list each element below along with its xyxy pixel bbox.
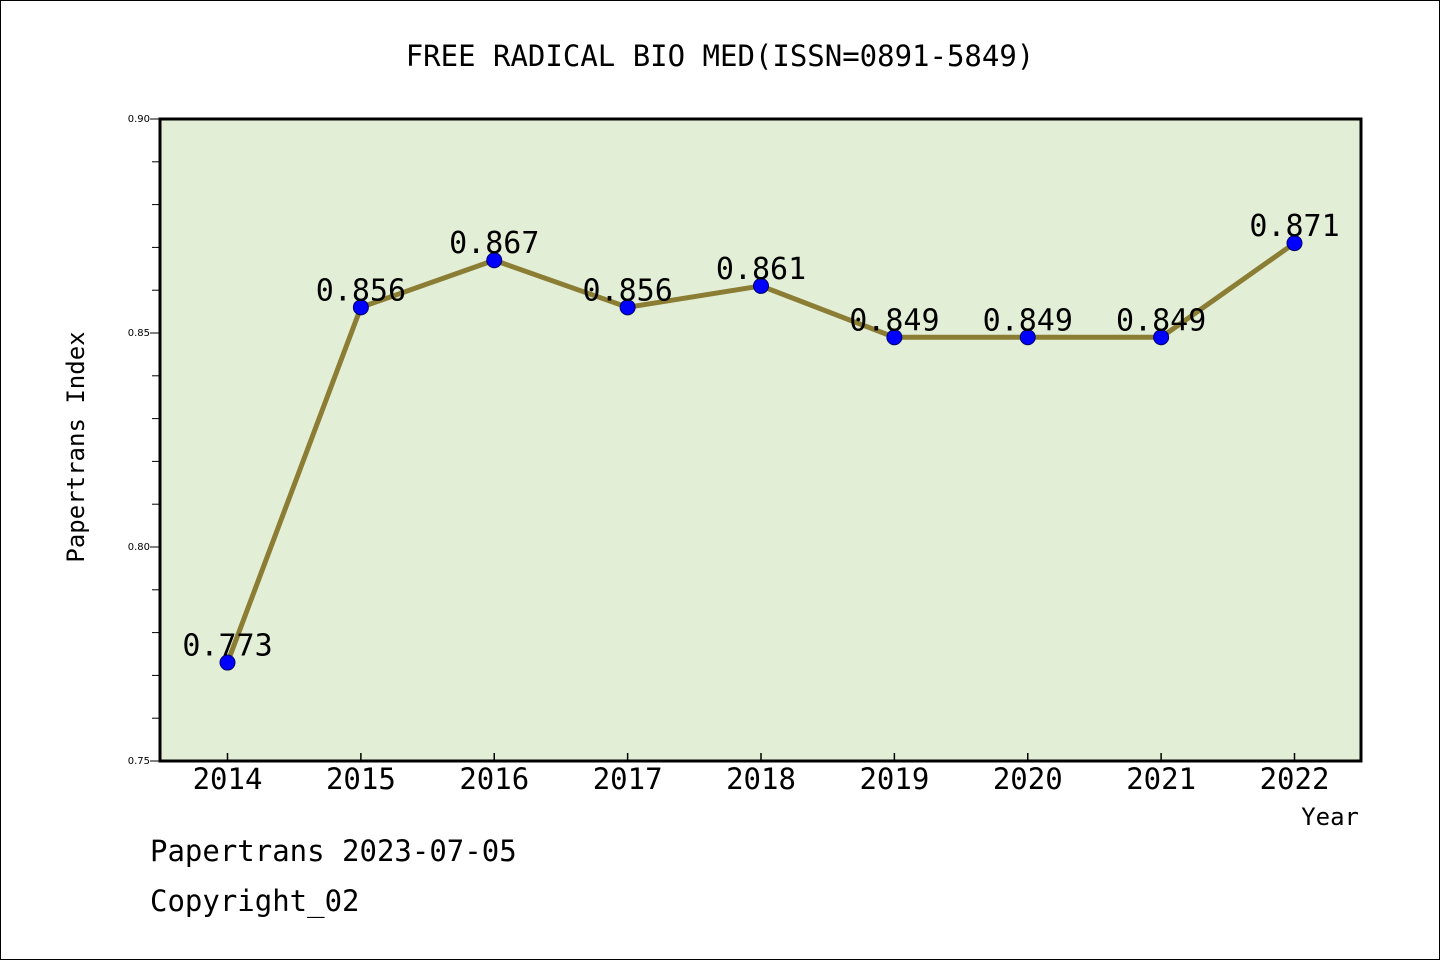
data-label: 0.861 [716, 252, 806, 287]
footer-copyright: Copyright_02 [150, 884, 360, 918]
data-labels: 0.773 0.856 0.867 0.856 0.861 0.849 0.849 0.849… [182, 209, 1339, 663]
x-tick-labels: 2014 2015 2016 2017 2018 2019 2020 2021 2022 [193, 762, 1330, 796]
data-point [352, 299, 369, 316]
x-tick-label: 2015 [326, 762, 396, 796]
data-label: 0.849 [1116, 303, 1206, 338]
data-point [886, 329, 903, 346]
x-tick-label: 2016 [459, 762, 529, 796]
data-point [619, 299, 636, 316]
y-axis-label: Papertrans Index [62, 331, 90, 562]
y-tick-label: 0.85 [128, 328, 150, 339]
data-label: 0.849 [983, 303, 1073, 338]
footer-date: Papertrans 2023-07-05 [150, 834, 517, 868]
x-tick-label: 2018 [726, 762, 796, 796]
x-tick-label: 2020 [993, 762, 1063, 796]
y-tick-label: 0.90 [128, 114, 150, 125]
data-label: 0.773 [182, 629, 272, 664]
x-tick-label: 2021 [1126, 762, 1196, 796]
data-label: 0.871 [1249, 209, 1339, 244]
y-tick-label: 0.75 [128, 756, 150, 767]
chart-title: FREE RADICAL BIO MED(ISSN=0891-5849) [406, 39, 1035, 73]
data-label: 0.849 [849, 303, 939, 338]
data-point [753, 277, 769, 294]
y-tick-labels: 0.75 0.80 0.85 0.90 [128, 114, 150, 767]
data-label: 0.856 [582, 273, 672, 308]
data-point [1286, 235, 1303, 252]
data-point [1019, 329, 1036, 346]
x-axis-label: Year [1301, 803, 1359, 831]
y-minor-ticks [150, 118, 160, 762]
x-tick-label: 2022 [1260, 762, 1330, 796]
data-point [1153, 329, 1170, 346]
data-point [486, 252, 503, 269]
data-label: 0.867 [449, 226, 539, 261]
x-tick-label: 2019 [859, 762, 929, 796]
data-label: 0.856 [316, 273, 406, 308]
data-markers [219, 235, 1303, 671]
x-ticks [226, 753, 1296, 761]
x-tick-label: 2017 [593, 762, 663, 796]
x-tick-label: 2014 [193, 762, 263, 796]
plot-area [158, 117, 1363, 763]
y-tick-label: 0.80 [128, 542, 150, 553]
data-point [219, 654, 236, 671]
